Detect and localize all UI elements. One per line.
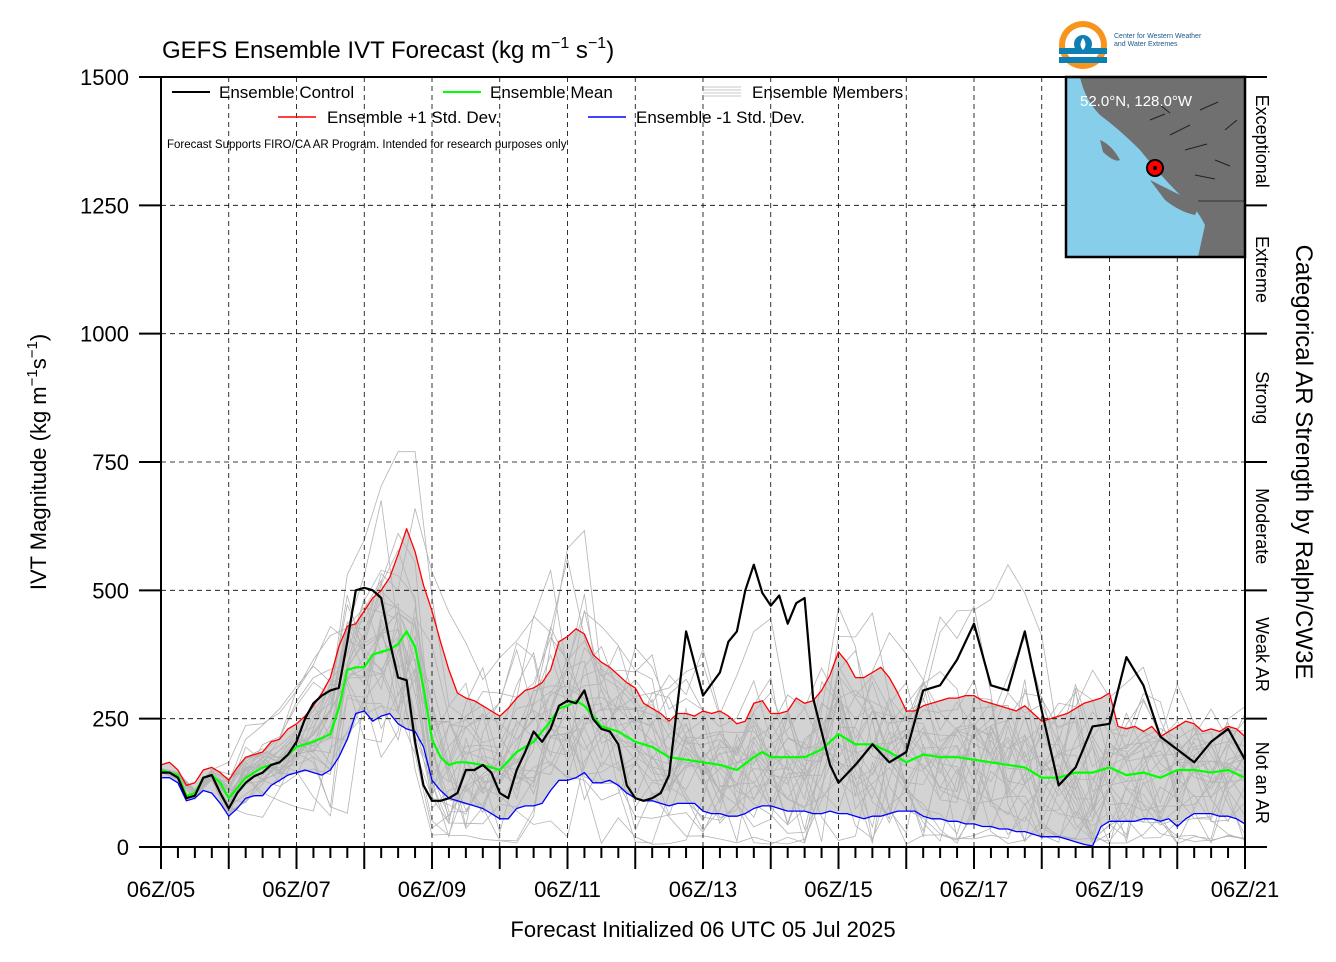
legend-control-label: Ensemble Control [219, 83, 354, 102]
legend-members-label: Ensemble Members [752, 83, 903, 102]
x-tick-label: 06Z/21 [1211, 877, 1280, 902]
ocean-area [1066, 77, 1205, 257]
ensemble-member-line [160, 668, 1245, 825]
x-tick-label: 06Z/17 [940, 877, 1009, 902]
x-tick-label: 06Z/09 [398, 877, 467, 902]
category-label: Strong [1252, 371, 1272, 424]
y-tick-label: 250 [92, 707, 129, 732]
ensemble-mean-line [160, 630, 1246, 800]
minus-std-line [161, 710, 1246, 847]
legend-plus-std-label: Ensemble +1 Std. Dev. [327, 108, 500, 127]
disclaimer-text: Forecast Supports FIRO/CA AR Program. In… [167, 139, 567, 151]
legend: Ensemble Control Ensemble Mean Ensemble … [167, 83, 903, 151]
legend-mean-label: Ensemble Mean [490, 83, 613, 102]
y-tick-label: 500 [92, 578, 129, 603]
ensemble-member-line [160, 589, 1246, 845]
x-axis-label: Forecast Initialized 06 UTC 05 Jul 2025 [510, 917, 895, 942]
x-tick-label: 06Z/07 [262, 877, 331, 902]
series-lines [160, 528, 1246, 847]
map-coordinates: 52.0°N, 128.0°W [1080, 93, 1193, 110]
y-tick-label: 0 [117, 835, 129, 860]
x-tick-label: 06Z/15 [804, 877, 873, 902]
x-tick-label: 06Z/11 [534, 877, 601, 902]
y-tick-label: 1000 [80, 322, 129, 347]
category-label: Moderate [1252, 488, 1272, 564]
y-tick-label: 1500 [80, 65, 129, 90]
x-tick-label: 06Z/13 [669, 877, 738, 902]
chart-title: GEFS Ensemble IVT Forecast (kg m−1 s−1) [162, 35, 614, 64]
right-axis-label: Categorical AR Strength by Ralph/CW3E [1290, 245, 1317, 680]
category-label: Not an AR [1252, 742, 1272, 824]
ensemble-control-line [161, 563, 1246, 810]
plus-std-line [160, 528, 1246, 787]
logo-line-1: Center for Western Weather [1114, 33, 1202, 40]
ensemble-member-line [160, 594, 1246, 844]
y-axis-label: IVT Magnitude (kg m−1s−1) [24, 334, 51, 590]
cw3e-logo-icon [1059, 21, 1107, 69]
x-tick-label: 06Z/05 [127, 877, 196, 902]
category-label: Extreme [1252, 236, 1272, 303]
y-tick-label: 750 [92, 450, 129, 475]
axes: 0 250 500 750 1000 1250 1500 06Z/05 06Z/07 06Z/09… [24, 65, 1317, 942]
category-label: Weak AR [1252, 617, 1272, 692]
logo-text: Center for Western Weather and Water Ext… [1114, 33, 1201, 49]
x-tick-label: 06Z/19 [1075, 877, 1144, 902]
y-tick-label: 1250 [80, 193, 129, 218]
logo-line-2: and Water Extremes [1114, 41, 1178, 48]
inset-map: 52.0°N, 128.0°W [1064, 75, 1247, 259]
category-label: Exceptional [1252, 95, 1272, 188]
legend-minus-std-label: Ensemble -1 Std. Dev. [636, 108, 805, 127]
